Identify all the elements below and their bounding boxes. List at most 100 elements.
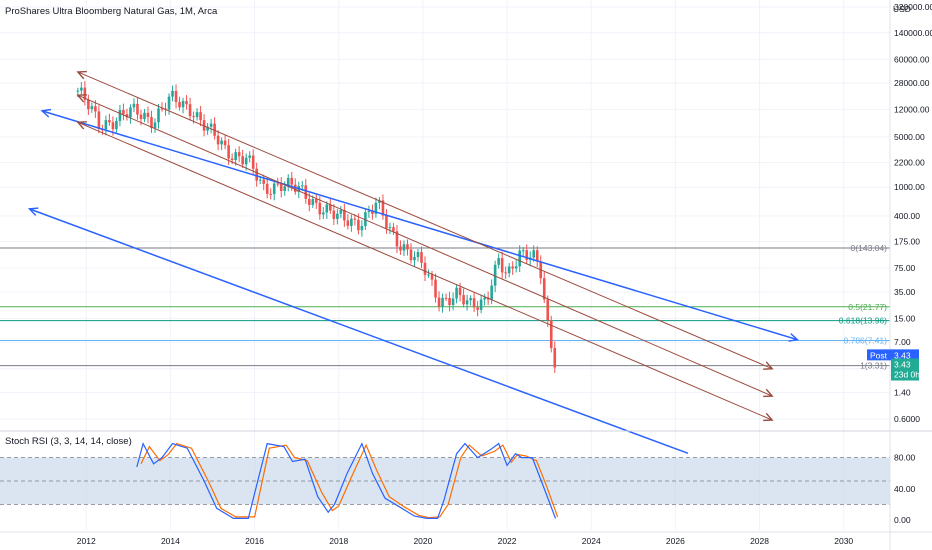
candle-body[interactable]: [406, 244, 409, 250]
candle-body[interactable]: [493, 264, 497, 286]
candle-body[interactable]: [234, 152, 237, 161]
candle-body[interactable]: [125, 114, 129, 118]
candle-body[interactable]: [367, 211, 371, 213]
candle-body[interactable]: [378, 200, 381, 203]
candle-body[interactable]: [188, 104, 192, 117]
candle-body[interactable]: [104, 120, 108, 130]
candle-body[interactable]: [353, 218, 357, 220]
candle-body[interactable]: [220, 140, 223, 145]
candle-body[interactable]: [94, 106, 97, 112]
candle-body[interactable]: [357, 219, 360, 231]
candle-body[interactable]: [111, 122, 115, 130]
candle-body[interactable]: [336, 213, 339, 219]
candle-body[interactable]: [514, 266, 518, 269]
candle-body[interactable]: [549, 320, 553, 348]
candle-body[interactable]: [427, 274, 430, 276]
candle-body[interactable]: [87, 99, 90, 110]
candle-body[interactable]: [497, 258, 500, 265]
candle-body[interactable]: [199, 112, 202, 121]
candle-body[interactable]: [553, 347, 557, 368]
candle-body[interactable]: [504, 272, 507, 274]
candle-body[interactable]: [420, 252, 423, 263]
candle-body[interactable]: [185, 100, 188, 105]
candle-body[interactable]: [371, 211, 374, 214]
candle-body[interactable]: [157, 108, 160, 123]
rsi-k-line[interactable]: [136, 441, 557, 519]
candle-body[interactable]: [255, 168, 258, 181]
candle-body[interactable]: [399, 246, 402, 251]
candle-body[interactable]: [322, 212, 325, 215]
candle-body[interactable]: [209, 123, 213, 127]
candle-body[interactable]: [346, 220, 350, 226]
candle-body[interactable]: [167, 96, 171, 110]
candle-body[interactable]: [237, 152, 241, 157]
candle-body[interactable]: [276, 183, 280, 185]
candle-body[interactable]: [521, 250, 525, 252]
candle-body[interactable]: [535, 250, 539, 262]
candle-body[interactable]: [143, 112, 146, 120]
candle-body[interactable]: [388, 227, 392, 229]
candle-body[interactable]: [251, 155, 255, 169]
candle-body[interactable]: [430, 274, 434, 280]
candle-body[interactable]: [525, 250, 529, 260]
candle-body[interactable]: [304, 185, 308, 199]
candle-body[interactable]: [511, 266, 514, 269]
candle-body[interactable]: [248, 155, 251, 158]
candle-body[interactable]: [213, 123, 216, 136]
candle-body[interactable]: [241, 156, 244, 165]
candle-body[interactable]: [174, 90, 178, 102]
candle-body[interactable]: [315, 199, 318, 203]
candle-body[interactable]: [360, 226, 364, 231]
candle-body[interactable]: [339, 210, 343, 214]
candle-body[interactable]: [129, 107, 132, 118]
candle-body[interactable]: [350, 218, 353, 226]
candle-body[interactable]: [329, 204, 332, 211]
candle-body[interactable]: [409, 249, 413, 261]
candle-body[interactable]: [441, 297, 444, 307]
candle-body[interactable]: [178, 101, 181, 108]
parallel-line[interactable]: [77, 121, 773, 421]
parallel-line[interactable]: [77, 71, 773, 370]
candle-body[interactable]: [265, 183, 269, 194]
candle-body[interactable]: [437, 297, 441, 307]
candle-body[interactable]: [227, 145, 230, 159]
candle-body[interactable]: [392, 227, 395, 232]
candle-body[interactable]: [206, 126, 209, 131]
candle-body[interactable]: [139, 114, 143, 120]
candle-body[interactable]: [469, 298, 472, 301]
candle-body[interactable]: [343, 210, 346, 221]
candle-body[interactable]: [122, 110, 125, 115]
candle-body[interactable]: [132, 103, 136, 108]
candle-body[interactable]: [283, 186, 287, 192]
candle-body[interactable]: [507, 266, 511, 274]
candle-body[interactable]: [381, 200, 385, 216]
candle-body[interactable]: [532, 250, 536, 258]
candle-body[interactable]: [402, 244, 406, 251]
channel-line[interactable]: [29, 208, 689, 455]
candle-body[interactable]: [272, 183, 276, 195]
candle-body[interactable]: [80, 87, 83, 91]
candle-body[interactable]: [76, 90, 80, 92]
candle-body[interactable]: [332, 210, 336, 219]
candle-body[interactable]: [416, 252, 420, 257]
candle-body[interactable]: [476, 307, 479, 310]
candle-body[interactable]: [244, 157, 248, 165]
candle-body[interactable]: [195, 112, 199, 118]
channel-line[interactable]: [41, 110, 798, 341]
candle-body[interactable]: [448, 298, 451, 306]
candle-body[interactable]: [325, 204, 329, 213]
candle-body[interactable]: [483, 297, 486, 300]
candle-body[interactable]: [146, 112, 150, 118]
candle-body[interactable]: [472, 298, 476, 308]
candle-body[interactable]: [181, 100, 185, 108]
candle-body[interactable]: [223, 140, 227, 146]
candle-body[interactable]: [413, 256, 416, 261]
candle-body[interactable]: [479, 299, 483, 310]
candle-body[interactable]: [90, 106, 94, 110]
candle-body[interactable]: [153, 122, 157, 128]
candle-body[interactable]: [192, 116, 195, 118]
candle-body[interactable]: [136, 103, 139, 115]
candle-body[interactable]: [546, 299, 550, 321]
candle-body[interactable]: [434, 279, 437, 298]
